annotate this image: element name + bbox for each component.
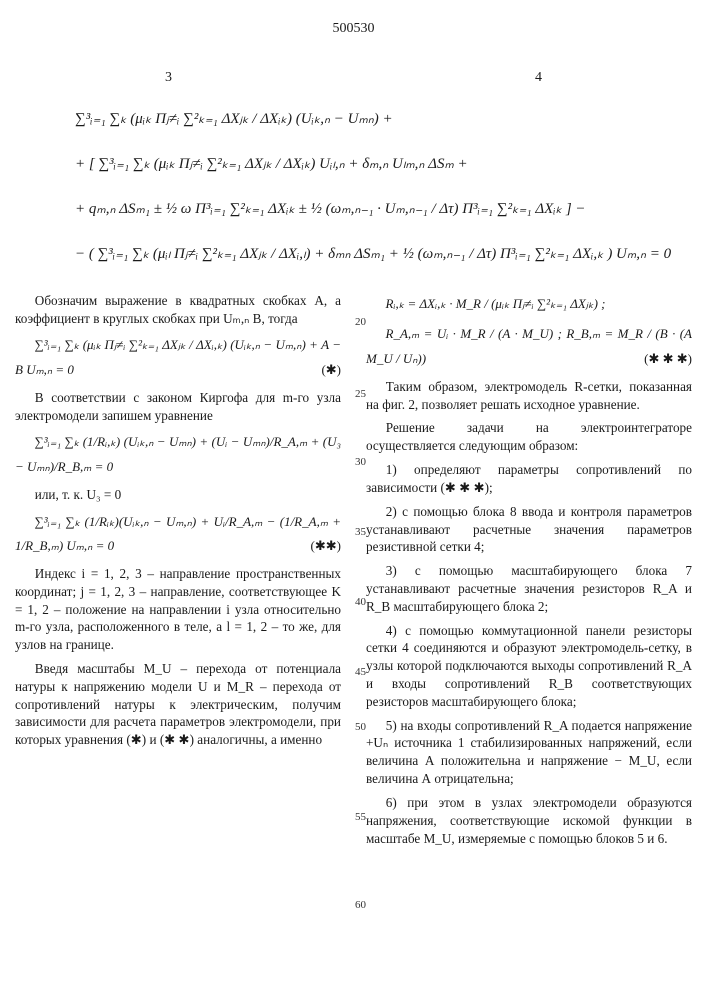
equation-text: ∑³ᵢ₌₁ ∑ₖ (μᵢₖ Πⱼ≠ᵢ ∑²ₖ₌₁ ΔXⱼₖ / ΔXᵢ,ₖ) (… [15,337,341,377]
col-num-right: 4 [535,69,542,88]
paragraph: Таким образом, электромодель R-сетки, по… [366,378,692,414]
equation-label: (✱ ✱ ✱) [625,347,692,372]
line-number: 30 [355,455,366,470]
list-item: 4) с помощью коммутационной панели резис… [366,622,692,711]
line-number: 35 [355,525,366,540]
equation-label: (✱) [302,358,341,383]
equation-6: ∑³ᵢ₌₁ ∑ₖ (1/Rᵢ,ₖ) (Uᵢₖ,ₙ − Uₘₙ) + (Uᵢ − … [15,430,341,479]
equation-9: R_A,ₘ = Uᵢ · M_R / (A · M_U) ; R_B,ₘ = M… [366,322,692,371]
equation-2: + [ ∑³ᵢ₌₁ ∑ₖ (μᵢₖ Πⱼ≠ᵢ ∑²ₖ₌₁ ΔXⱼₖ / ΔXᵢₖ… [15,148,692,181]
line-number: 25 [355,387,366,402]
col-num-left: 3 [165,69,172,88]
line-number: 50 [355,720,366,735]
list-item: 2) с помощью блока 8 ввода и контроля па… [366,503,692,556]
column-numbers: 3 4 [165,69,542,88]
equation-8: Rᵢ,ₖ = ΔXᵢ,ₖ · M_R / (μᵢₖ Πⱼ≠ᵢ ∑²ₖ₌₁ ΔXⱼ… [366,292,692,317]
line-number: 40 [355,595,366,610]
equation-5: ∑³ᵢ₌₁ ∑ₖ (μᵢₖ Πⱼ≠ᵢ ∑²ₖ₌₁ ΔXⱼₖ / ΔXᵢ,ₖ) (… [15,333,341,382]
paragraph: или, т. к. U₃ = 0 [15,486,341,504]
left-column: Обозначим выражение в квадратных скобках… [15,286,341,854]
line-number: 55 [355,810,366,825]
list-item: 1) определяют параметры сопротивлений по… [366,461,692,497]
equation-7: ∑³ᵢ₌₁ ∑ₖ (1/Rᵢₖ)(Uᵢₖ,ₙ − Uₘ,ₙ) + Uᵢ/R_A,… [15,510,341,559]
doc-number: 500530 [15,20,692,39]
page-wrapper: 500530 3 4 ∑³ᵢ₌₁ ∑ₖ (μᵢₖ Πⱼ≠ᵢ ∑²ₖ₌₁ ΔXⱼₖ… [15,20,692,853]
list-item: 5) на входы сопротивлений R_A подается н… [366,717,692,788]
line-number: 60 [355,898,366,913]
list-item: 6) при этом в узлах электромодели образу… [366,794,692,847]
equation-3: + qₘ,ₙ ΔSₘ₁ ± ½ ω Π³ᵢ₌₁ ∑²ₖ₌₁ ΔXᵢₖ ± ½ (… [15,193,692,226]
equation-1: ∑³ᵢ₌₁ ∑ₖ (μᵢₖ Πⱼ≠ᵢ ∑²ₖ₌₁ ΔXⱼₖ / ΔXᵢₖ) (U… [15,103,692,136]
line-number: 20 [355,315,366,330]
list-item: 3) с помощью масштабирующего блока 7 уст… [366,562,692,615]
line-number: 45 [355,665,366,680]
paragraph: Решение задачи на электроинтеграторе осу… [366,419,692,455]
paragraph: В соответствии с законом Киргофа для m-г… [15,389,341,425]
paragraph: Индекс i = 1, 2, 3 – направление простра… [15,565,341,654]
paragraph: Введя масштабы M_U – перехода от потенци… [15,660,341,749]
paragraph: Обозначим выражение в квадратных скобках… [15,292,341,328]
right-column: Rᵢ,ₖ = ΔXᵢ,ₖ · M_R / (μᵢₖ Πⱼ≠ᵢ ∑²ₖ₌₁ ΔXⱼ… [366,286,692,854]
equation-4: − ( ∑³ᵢ₌₁ ∑ₖ (μᵢₗ Πⱼ≠ᵢ ∑²ₖ₌₁ ΔXⱼₖ / ΔXᵢ,… [15,238,692,271]
equation-label: (✱✱) [291,534,341,559]
two-column-layout: Обозначим выражение в квадратных скобках… [15,286,692,854]
